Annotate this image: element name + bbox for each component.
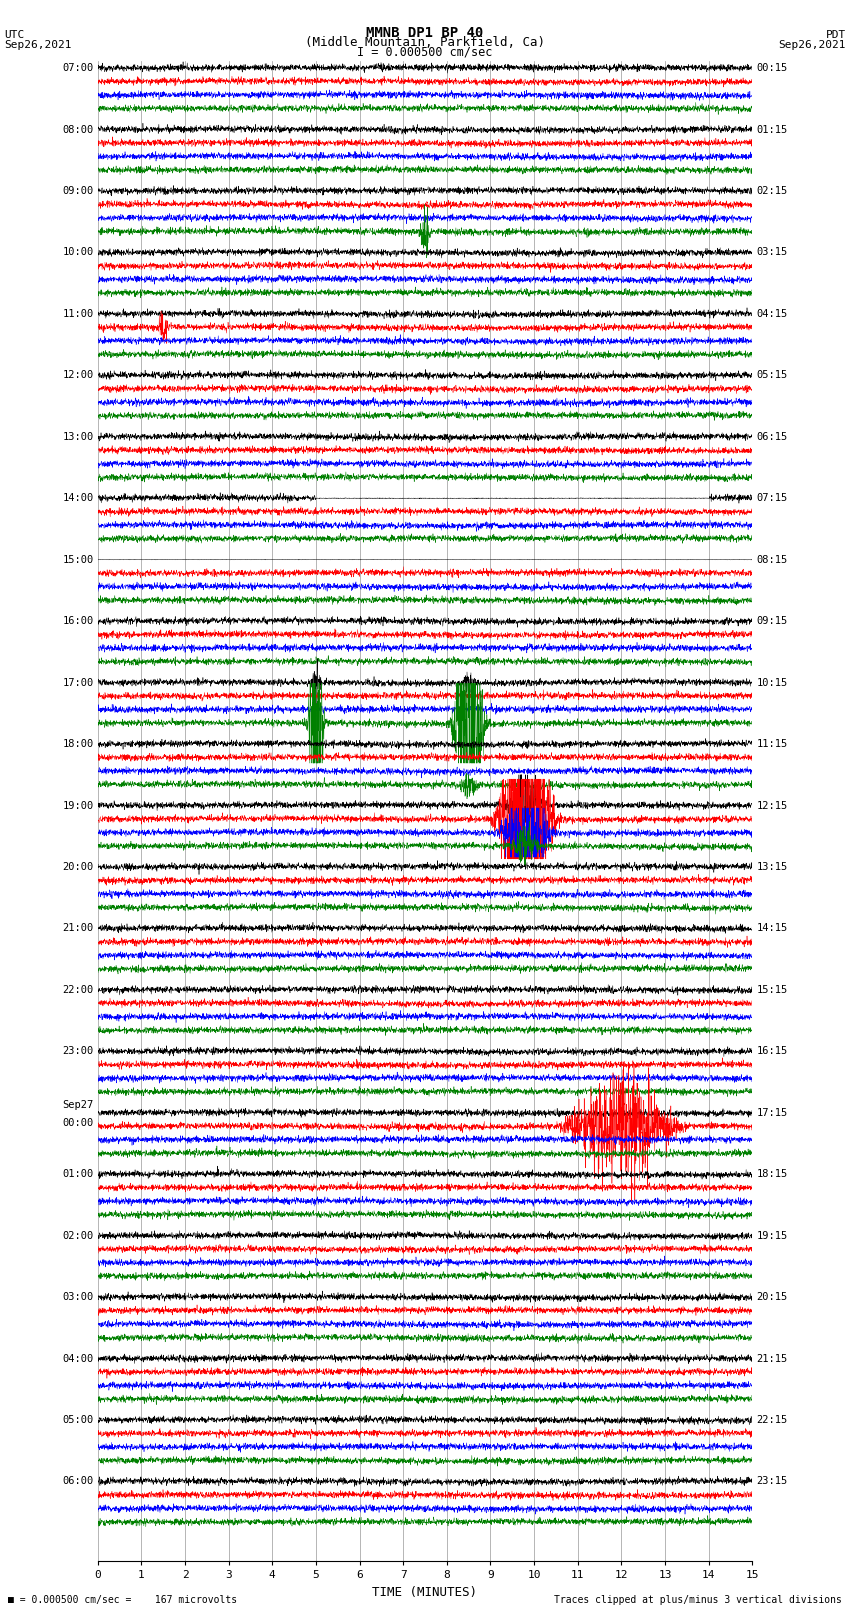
Text: PDT: PDT (825, 29, 846, 39)
Text: Sep26,2021: Sep26,2021 (779, 40, 846, 50)
Text: 02:00: 02:00 (62, 1231, 94, 1240)
Text: 13:00: 13:00 (62, 432, 94, 442)
Text: 15:15: 15:15 (756, 986, 788, 995)
Text: 09:00: 09:00 (62, 185, 94, 195)
Text: 09:15: 09:15 (756, 616, 788, 626)
Text: 22:15: 22:15 (756, 1415, 788, 1424)
Text: 17:15: 17:15 (756, 1108, 788, 1118)
Text: 05:15: 05:15 (756, 371, 788, 381)
Text: 03:15: 03:15 (756, 247, 788, 258)
Text: 10:15: 10:15 (756, 677, 788, 687)
Text: ■ = 0.000500 cm/sec =    167 microvolts: ■ = 0.000500 cm/sec = 167 microvolts (8, 1595, 238, 1605)
Text: 04:00: 04:00 (62, 1353, 94, 1363)
Text: Sep27: Sep27 (62, 1100, 94, 1110)
Text: Sep26,2021: Sep26,2021 (4, 40, 71, 50)
Text: 11:15: 11:15 (756, 739, 788, 748)
Text: Traces clipped at plus/minus 3 vertical divisions: Traces clipped at plus/minus 3 vertical … (553, 1595, 842, 1605)
Text: 00:00: 00:00 (62, 1118, 94, 1127)
Text: 19:15: 19:15 (756, 1231, 788, 1240)
Text: 18:00: 18:00 (62, 739, 94, 748)
Text: (Middle Mountain, Parkfield, Ca): (Middle Mountain, Parkfield, Ca) (305, 35, 545, 50)
Text: 16:00: 16:00 (62, 616, 94, 626)
Text: 20:00: 20:00 (62, 861, 94, 873)
Text: 14:00: 14:00 (62, 494, 94, 503)
Text: 19:00: 19:00 (62, 800, 94, 810)
Text: 11:00: 11:00 (62, 308, 94, 319)
Text: 15:00: 15:00 (62, 555, 94, 565)
Text: 13:15: 13:15 (756, 861, 788, 873)
X-axis label: TIME (MINUTES): TIME (MINUTES) (372, 1586, 478, 1598)
Text: 06:15: 06:15 (756, 432, 788, 442)
Text: 21:15: 21:15 (756, 1353, 788, 1363)
Text: MMNB DP1 BP 40: MMNB DP1 BP 40 (366, 26, 484, 39)
Text: 16:15: 16:15 (756, 1047, 788, 1057)
Text: 04:15: 04:15 (756, 308, 788, 319)
Text: 07:00: 07:00 (62, 63, 94, 73)
Text: 08:15: 08:15 (756, 555, 788, 565)
Text: 08:00: 08:00 (62, 124, 94, 134)
Text: 20:15: 20:15 (756, 1292, 788, 1302)
Text: 07:15: 07:15 (756, 494, 788, 503)
Text: 14:15: 14:15 (756, 923, 788, 934)
Text: I = 0.000500 cm/sec: I = 0.000500 cm/sec (357, 45, 493, 58)
Text: 03:00: 03:00 (62, 1292, 94, 1302)
Text: 02:15: 02:15 (756, 185, 788, 195)
Text: 21:00: 21:00 (62, 923, 94, 934)
Text: 01:15: 01:15 (756, 124, 788, 134)
Text: 10:00: 10:00 (62, 247, 94, 258)
Text: 05:00: 05:00 (62, 1415, 94, 1424)
Text: UTC: UTC (4, 29, 25, 39)
Text: 23:00: 23:00 (62, 1047, 94, 1057)
Text: 17:00: 17:00 (62, 677, 94, 687)
Text: 06:00: 06:00 (62, 1476, 94, 1487)
Text: 22:00: 22:00 (62, 986, 94, 995)
Text: 18:15: 18:15 (756, 1169, 788, 1179)
Text: 00:15: 00:15 (756, 63, 788, 73)
Text: 23:15: 23:15 (756, 1476, 788, 1487)
Text: 12:00: 12:00 (62, 371, 94, 381)
Text: 12:15: 12:15 (756, 800, 788, 810)
Text: 01:00: 01:00 (62, 1169, 94, 1179)
